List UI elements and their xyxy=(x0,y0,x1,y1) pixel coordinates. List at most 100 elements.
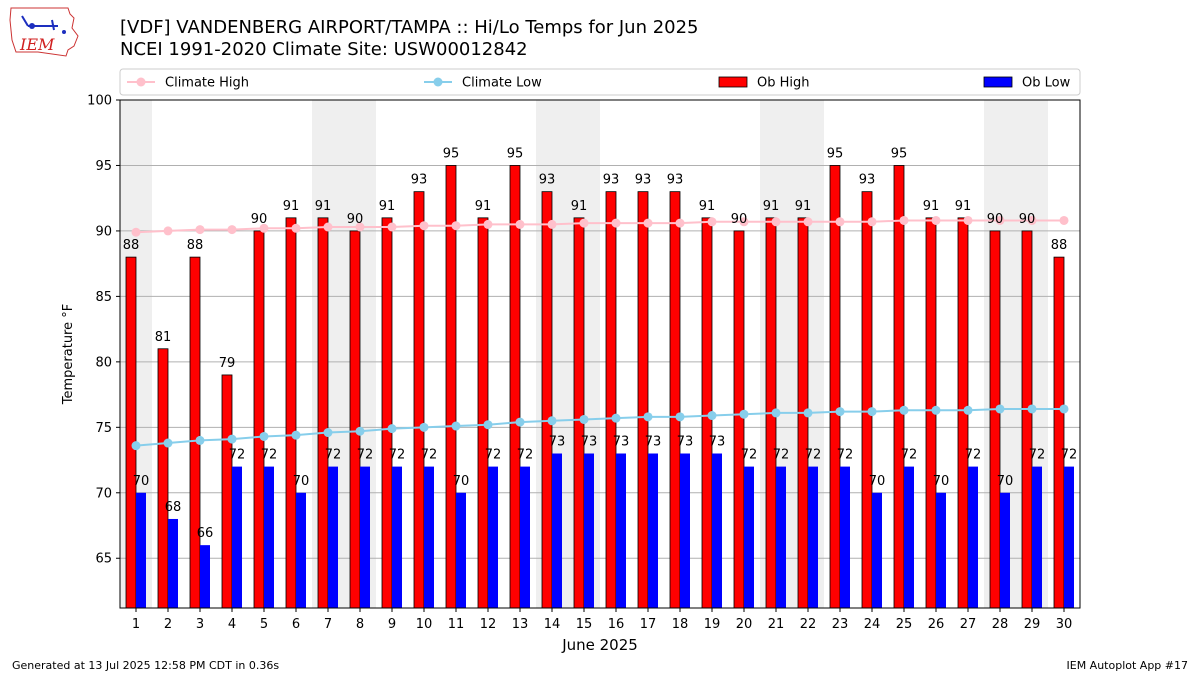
ob-high-bar xyxy=(349,230,361,609)
ob-high-label: 90 xyxy=(987,212,1004,227)
ob-low-bar xyxy=(488,466,498,608)
x-tick-label: 11 xyxy=(448,617,465,632)
ob-low-bar xyxy=(424,466,434,608)
ob-low-label: 73 xyxy=(677,435,694,450)
ob-low-label: 73 xyxy=(709,435,726,450)
chart-title: [VDF] VANDENBERG AIRPORT/TAMPA :: Hi/Lo … xyxy=(120,17,699,61)
ob-high-label: 91 xyxy=(763,199,780,214)
x-tick-label: 29 xyxy=(1024,617,1041,632)
climate-high-point xyxy=(515,219,525,229)
ob-low-label: 66 xyxy=(197,526,214,541)
climate-high-point xyxy=(611,218,621,228)
ob-high-label: 91 xyxy=(955,199,972,214)
ob-high-bar xyxy=(1021,230,1033,609)
ob-low-bar xyxy=(904,466,914,608)
climate-low-point xyxy=(739,409,749,419)
x-tick-label: 2 xyxy=(164,617,172,632)
legend-frame xyxy=(119,68,1081,96)
climate-low-point xyxy=(899,405,909,415)
ob-high-bar xyxy=(381,217,393,609)
climate-high-point xyxy=(931,215,941,225)
climate-high-line xyxy=(135,219,1064,234)
ob-high-bar xyxy=(829,165,841,609)
ob-high-label: 88 xyxy=(1051,238,1068,253)
ob-low-label: 68 xyxy=(165,500,182,515)
ob-high-label: 90 xyxy=(731,212,748,227)
ob-high-bar xyxy=(157,348,169,609)
climate-low-point xyxy=(547,416,557,426)
climate-high-point xyxy=(899,215,909,225)
ob-high-bar xyxy=(477,217,489,609)
ob-low-label: 72 xyxy=(741,448,758,463)
x-tick-label: 5 xyxy=(260,617,268,632)
ob-low-label: 72 xyxy=(421,448,438,463)
x-tick-label: 12 xyxy=(480,617,497,632)
ob-low-label: 72 xyxy=(357,448,374,463)
logo-text: IEM xyxy=(19,35,55,54)
x-tick-label: 18 xyxy=(672,617,689,632)
ob-high-label: 93 xyxy=(411,173,428,188)
climate-high-point xyxy=(771,217,781,227)
x-tick-label: 3 xyxy=(196,617,204,632)
y-tick-label: 85 xyxy=(95,290,112,305)
legend: Climate High Climate Low Ob High Ob Low xyxy=(119,68,1081,96)
ob-high-bar xyxy=(893,165,905,609)
ob-low-bar xyxy=(232,466,242,608)
climate-high-point xyxy=(483,219,493,229)
ob-high-label: 93 xyxy=(667,173,684,188)
x-tick-label: 24 xyxy=(864,617,881,632)
ob-low-label: 72 xyxy=(517,448,534,463)
climate-low-point xyxy=(483,420,493,430)
ob-low-label: 72 xyxy=(965,448,982,463)
climate-low-point xyxy=(355,426,365,436)
climate-high-point xyxy=(1059,215,1069,225)
ob-high-bar xyxy=(733,230,745,609)
climate-low-point xyxy=(867,407,877,417)
title-line-2: NCEI 1991-2020 Climate Site: USW00012842 xyxy=(120,39,528,60)
ob-high-bar xyxy=(669,191,681,609)
climate-high-point xyxy=(131,227,141,237)
x-tick-label: 23 xyxy=(832,617,849,632)
ob-low-label: 72 xyxy=(805,448,822,463)
ob-low-bar xyxy=(936,492,946,608)
ob-low-bar xyxy=(328,466,338,608)
ob-high-bar xyxy=(605,191,617,609)
ob-low-label: 73 xyxy=(613,435,630,450)
x-axis-label: June 2025 xyxy=(561,636,638,654)
ob-low-label: 73 xyxy=(645,435,662,450)
ob-high-bar xyxy=(861,191,873,609)
ob-high-label: 91 xyxy=(283,199,300,214)
y-tick-label: 75 xyxy=(95,421,112,436)
y-tick-label: 90 xyxy=(95,224,112,239)
climate-high-point xyxy=(355,222,365,232)
ob-low-label: 70 xyxy=(997,474,1014,489)
climate-low-point xyxy=(803,408,813,418)
climate-low-point xyxy=(387,424,397,434)
ob-high-label: 95 xyxy=(507,146,524,161)
ob-high-bar xyxy=(509,165,521,609)
climate-low-point xyxy=(643,412,653,422)
climate-low-point xyxy=(1027,404,1037,414)
ob-high-bar xyxy=(541,191,553,609)
x-tick-label: 25 xyxy=(896,617,913,632)
y-tick-label: 95 xyxy=(95,159,112,174)
ob-low-label: 72 xyxy=(229,448,246,463)
ob-high-bar xyxy=(413,191,425,609)
climate-high-point xyxy=(1027,215,1037,225)
climate-low-point xyxy=(515,417,525,427)
climate-high-point xyxy=(419,221,429,231)
climate-high-point xyxy=(291,223,301,233)
y-tick-label: 100 xyxy=(87,94,112,109)
x-tick-label: 9 xyxy=(388,617,396,632)
ob-low-bar xyxy=(872,492,882,608)
ob-low-label: 72 xyxy=(261,448,278,463)
ob-high-label: 91 xyxy=(699,199,716,214)
ob-high-label: 81 xyxy=(155,330,172,345)
climate-low-point xyxy=(771,408,781,418)
ob-high-bar xyxy=(253,230,265,609)
ob-low-label: 70 xyxy=(293,474,310,489)
climate-high-point xyxy=(803,217,813,227)
climate-high-point xyxy=(451,221,461,231)
ob-low-bar xyxy=(1000,492,1010,608)
ob-low-label: 72 xyxy=(1029,448,1046,463)
